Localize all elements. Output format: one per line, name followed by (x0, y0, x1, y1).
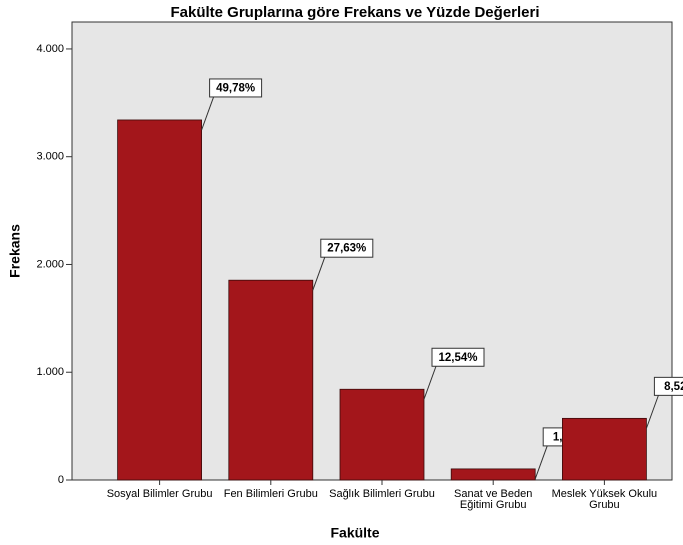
leader-line (423, 366, 437, 400)
x-axis-label: Fakülte (330, 525, 379, 541)
label-box (209, 78, 263, 98)
x-tick-label: Sanat ve Beden Eğitimi Grubu (454, 488, 533, 511)
x-tick-label: Fen Bilimleri Grubu (223, 488, 318, 500)
leader-line (645, 395, 659, 429)
leader-line (312, 257, 326, 291)
chart-title: Fakülte Gruplarına göre Frekans ve Yüzde… (170, 4, 539, 21)
bar (228, 279, 314, 481)
y-axis-label: Frekans (7, 224, 23, 278)
bar (117, 119, 202, 481)
x-tick-label: Sağlık Bilimleri Grubu (329, 488, 435, 500)
y-tick-label: 1.000 (36, 366, 64, 378)
bar (562, 417, 647, 481)
label-box (320, 238, 374, 258)
bar (450, 468, 536, 481)
label-box (431, 347, 485, 367)
x-tick-label: Sosyal Bilimler Grubu (106, 488, 213, 500)
y-tick-label: 0 (58, 474, 64, 486)
percentage-label: 12,54% (438, 352, 477, 364)
label-box (653, 376, 683, 396)
leader-line (201, 96, 215, 131)
leader-line (534, 445, 548, 480)
bar (339, 388, 425, 481)
y-tick-label: 3.000 (36, 151, 64, 163)
y-tick-label: 4.000 (36, 43, 64, 55)
percentage-label: 27,63% (327, 243, 366, 255)
x-tick-label: Meslek Yüksek Okulu Grubu (551, 488, 658, 511)
y-tick-label: 2.000 (36, 258, 64, 270)
percentage-label: 49,78% (216, 82, 255, 94)
percentage-label: 8,52% (664, 381, 683, 393)
